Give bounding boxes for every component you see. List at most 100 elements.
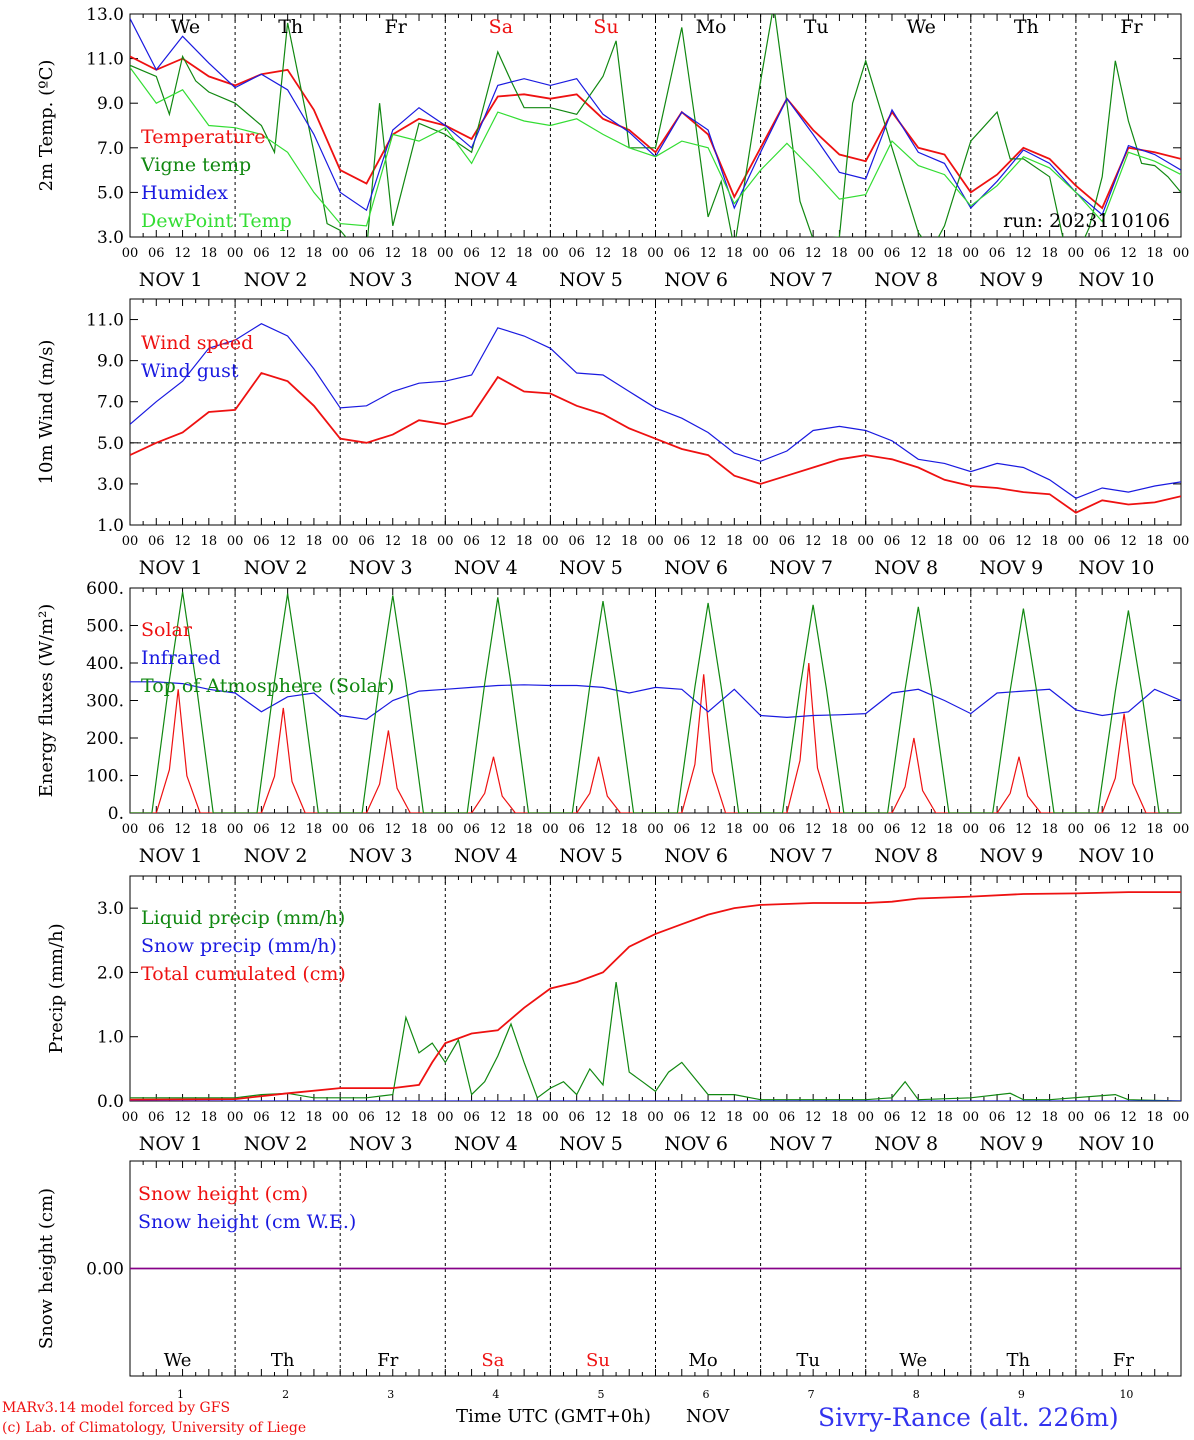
y-tick-label: 11.0 (86, 311, 124, 331)
plot-frame (129, 587, 1182, 814)
x-hour-label: 12 (174, 534, 191, 549)
station-label: Sivry-Rance (alt. 226m) (818, 1403, 1119, 1432)
x-hour-label: 12 (595, 534, 612, 549)
x-hour-label: 18 (201, 534, 218, 549)
x-hour-label: 00 (647, 534, 664, 549)
weekday-label: Mo (688, 1350, 717, 1371)
x-hour-label: 06 (568, 1110, 585, 1125)
x-date-label: NOV 6 (664, 557, 728, 579)
x-date-label: NOV 9 (979, 269, 1043, 291)
x-hour-label: 00 (227, 534, 244, 549)
x-hour-label: 06 (358, 246, 375, 261)
y-tick-label: 7.0 (97, 393, 124, 413)
weekday-label: Th (1007, 1350, 1031, 1371)
y-tick-label: 0. (108, 804, 124, 824)
y-tick-label: 9.0 (97, 352, 124, 372)
x-hour-label: 12 (174, 822, 191, 837)
y-axis-label: Precip (mm/h) (46, 923, 67, 1053)
x-date-label: NOV 3 (349, 269, 413, 291)
x-hour-label: 00 (332, 534, 349, 549)
weekday-label: We (164, 1350, 192, 1371)
x-hour-label: 00 (542, 534, 559, 549)
x-date-label: NOV 5 (559, 269, 623, 291)
x-hour-label: 00 (227, 822, 244, 837)
x-hour-label: 18 (1041, 534, 1058, 549)
x-hour-label: 06 (148, 822, 165, 837)
legend-infrared: Infrared (141, 647, 221, 669)
series-line-dewpoint-temp (130, 67, 1181, 227)
x-hour-label: 12 (910, 534, 927, 549)
x-hour-label: 00 (857, 246, 874, 261)
series-line-top-of-atmosphere-solar (130, 591, 1181, 813)
day-number-label: 2 (282, 1388, 289, 1401)
day-number-label: 7 (808, 1388, 815, 1401)
x-hour-label: 12 (1015, 822, 1032, 837)
x-date-label: NOV 7 (769, 269, 833, 291)
y-tick-label: 5.0 (97, 183, 124, 203)
series-line-wind-gust (130, 323, 1181, 499)
x-hour-label: 06 (568, 822, 585, 837)
x-hour-label: 06 (148, 246, 165, 261)
x-hour-label: 06 (674, 822, 691, 837)
x-hour-label: 06 (674, 534, 691, 549)
x-date-label: NOV 6 (664, 269, 728, 291)
x-hour-label: 18 (411, 1110, 428, 1125)
x-hour-label: 18 (831, 534, 848, 549)
x-hour-label: 00 (963, 246, 980, 261)
legend-snow-precip-mm-h: Snow precip (mm/h) (141, 935, 337, 957)
x-hour-label: 12 (279, 822, 296, 837)
x-hour-label: 18 (726, 1110, 743, 1125)
x-hour-label: 12 (700, 534, 717, 549)
x-hour-label: 12 (174, 246, 191, 261)
y-tick-label: 5.0 (97, 434, 124, 454)
x-hour-label: 12 (279, 1110, 296, 1125)
x-hour-label: 00 (647, 246, 664, 261)
x-hour-label: 12 (805, 822, 822, 837)
x-hour-label: 12 (1015, 1110, 1032, 1125)
x-hour-label: 00 (963, 822, 980, 837)
x-hour-label: 06 (358, 534, 375, 549)
x-hour-label: 12 (700, 246, 717, 261)
x-hour-label: 12 (384, 534, 401, 549)
y-tick-label: 1.0 (97, 1028, 124, 1048)
x-date-label: NOV 1 (139, 845, 203, 867)
x-hour-label: 18 (1041, 1110, 1058, 1125)
x-hour-label: 12 (700, 1110, 717, 1125)
series-line-wind-speed (130, 371, 1181, 514)
x-date-label: NOV 7 (769, 845, 833, 867)
y-axis-label: 10m Wind (m/s) (36, 340, 57, 485)
x-hour-label: 12 (279, 534, 296, 549)
x-hour-label: 06 (568, 534, 585, 549)
y-tick-label: 200. (86, 729, 124, 749)
series-line-liquid-precip-mm-h (130, 982, 1181, 1101)
x-hour-label: 12 (1120, 534, 1137, 549)
x-hour-label: 18 (1041, 246, 1058, 261)
x-hour-label: 00 (752, 246, 769, 261)
x-hour-label: 00 (542, 1110, 559, 1125)
y-axis-label: Energy fluxes (W/m²) (36, 604, 57, 798)
day-number-label: 8 (913, 1388, 920, 1401)
x-date-label: NOV 2 (244, 1133, 308, 1155)
x-hour-label: 00 (437, 822, 454, 837)
x-hour-label: 06 (253, 534, 270, 549)
x-hour-label: 06 (568, 246, 585, 261)
x-hour-label: 12 (490, 822, 507, 837)
x-hour-label: 12 (1015, 534, 1032, 549)
x-hour-label: 12 (279, 246, 296, 261)
x-date-label: NOV 1 (139, 557, 203, 579)
x-hour-label: 00 (122, 534, 139, 549)
legend-snow-height-cm: Snow height (cm) (138, 1183, 308, 1205)
x-hour-label: 06 (779, 534, 796, 549)
x-hour-label: 12 (910, 822, 927, 837)
x-hour-label: 12 (384, 246, 401, 261)
day-number-label: 6 (703, 1388, 710, 1401)
x-date-label: NOV 8 (874, 845, 938, 867)
x-hour-label: 00 (1068, 534, 1085, 549)
x-hour-label: 06 (148, 1110, 165, 1125)
x-hour-label: 18 (306, 534, 323, 549)
day-number-label: 3 (387, 1388, 394, 1401)
x-date-label: NOV 10 (1079, 1133, 1155, 1155)
legend-wind-gust: Wind gust (141, 360, 239, 382)
x-hour-label: 12 (700, 822, 717, 837)
x-hour-label: 12 (1120, 822, 1137, 837)
